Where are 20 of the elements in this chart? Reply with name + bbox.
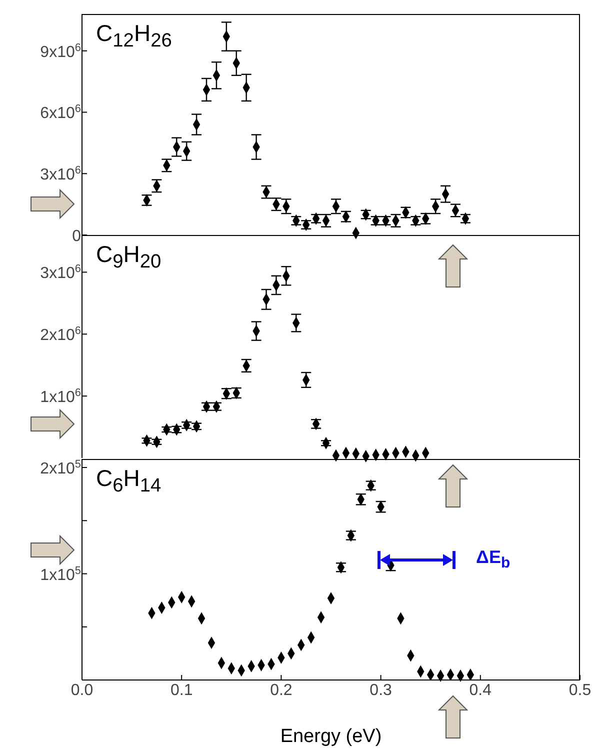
y-tick-label: 1x10$^{5}$ — [40, 564, 81, 584]
y-tick-label: 3x10$^{6}$ — [40, 263, 81, 282]
x-tick-label: 0.2 — [270, 682, 292, 699]
y-tick-label: 2x10$^{6}$ — [40, 325, 81, 344]
x-tick-label: 0.4 — [469, 682, 492, 699]
y-tick-label: 3x10$^{6}$ — [40, 164, 81, 184]
annotation: ΔE$_{b}$ — [476, 547, 510, 572]
y-tick-label: 0 — [72, 228, 82, 245]
x-tick-label: 0.1 — [170, 682, 193, 699]
y-tick-label: 6x10$^{6}$ — [40, 103, 81, 122]
annotation: C$_{6}$H$_{14}$ — [96, 465, 162, 498]
x-tick-label: 0.3 — [370, 682, 392, 699]
annotation: C$_{9}$H$_{20}$ — [96, 241, 162, 274]
x-axis-title: Energy (eV) — [280, 726, 382, 747]
y-tick-label: 1x10$^{6}$ — [40, 387, 81, 406]
y-tick-label: 2x10$^{5}$ — [40, 458, 81, 478]
x-tick-label: 0.0 — [70, 682, 94, 699]
annotation: C$_{12}$H$_{26}$ — [96, 20, 172, 53]
y-tick-label: 9x10$^{6}$ — [40, 42, 81, 61]
x-tick-label: 0.5 — [568, 682, 592, 699]
